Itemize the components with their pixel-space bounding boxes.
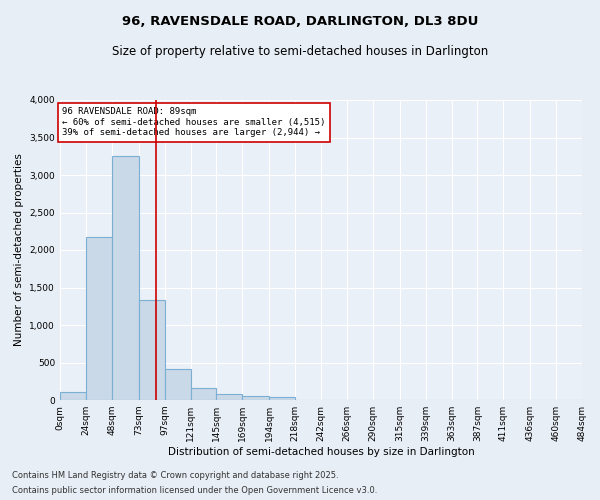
Y-axis label: Number of semi-detached properties: Number of semi-detached properties	[14, 154, 24, 346]
Bar	[60, 392, 86, 400]
Bar	[164, 369, 191, 400]
Bar	[269, 397, 295, 400]
X-axis label: Distribution of semi-detached houses by size in Darlington: Distribution of semi-detached houses by …	[167, 447, 475, 457]
Bar	[139, 300, 164, 400]
Text: 96 RAVENSDALE ROAD: 89sqm
← 60% of semi-detached houses are smaller (4,515)
39% : 96 RAVENSDALE ROAD: 89sqm ← 60% of semi-…	[62, 108, 326, 138]
Bar	[242, 396, 269, 400]
Text: Contains HM Land Registry data © Crown copyright and database right 2025.: Contains HM Land Registry data © Crown c…	[12, 471, 338, 480]
Text: Size of property relative to semi-detached houses in Darlington: Size of property relative to semi-detach…	[112, 45, 488, 58]
Bar	[191, 388, 217, 400]
Text: 96, RAVENSDALE ROAD, DARLINGTON, DL3 8DU: 96, RAVENSDALE ROAD, DARLINGTON, DL3 8DU	[122, 15, 478, 28]
Text: Contains public sector information licensed under the Open Government Licence v3: Contains public sector information licen…	[12, 486, 377, 495]
Bar	[217, 394, 242, 400]
Bar	[112, 156, 139, 400]
Bar	[86, 238, 112, 400]
